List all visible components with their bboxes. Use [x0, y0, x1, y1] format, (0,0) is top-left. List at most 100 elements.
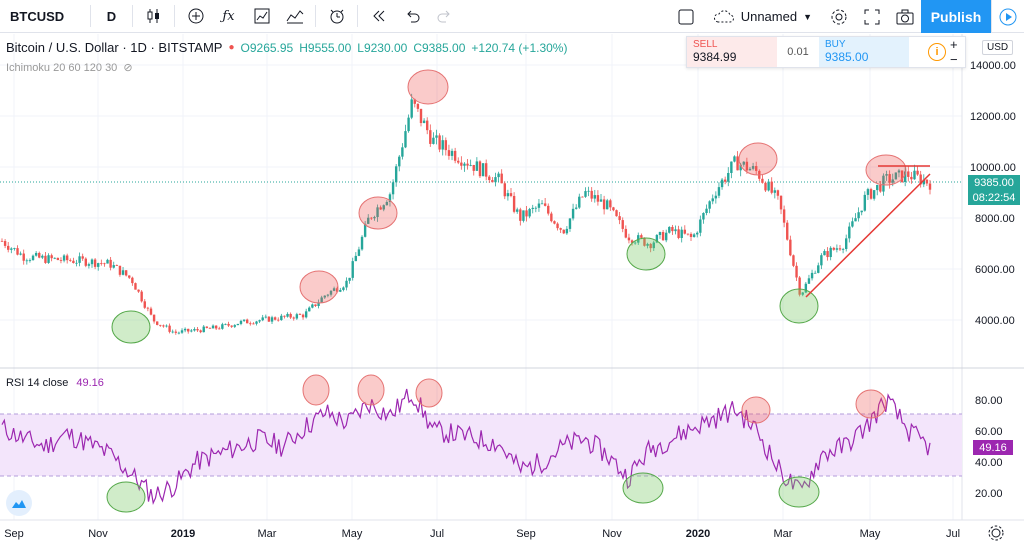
eye-off-icon[interactable]: ⊘: [123, 62, 133, 74]
ellipse-red[interactable]: [302, 374, 330, 406]
candle-body: [62, 255, 66, 261]
candle-body: [311, 304, 314, 308]
buy-button[interactable]: BUY 9385.00: [819, 37, 909, 67]
candle-body: [519, 209, 522, 221]
ellipse-green[interactable]: [106, 481, 146, 513]
candle-body: [531, 207, 534, 210]
candle-body: [646, 243, 649, 246]
chevron-down-icon: ▼: [803, 11, 812, 22]
candle-body: [367, 217, 370, 224]
candle-body: [556, 223, 559, 229]
ellipse-green[interactable]: [111, 310, 151, 344]
tradingview-logo-icon[interactable]: [6, 490, 32, 516]
candle-body: [339, 289, 342, 292]
price-chart[interactable]: 14000.00 12000.00 10000.00 8000.00 6000.…: [0, 34, 1024, 546]
ellipse-red[interactable]: [865, 154, 907, 186]
symbol-search[interactable]: BTCUSD: [10, 8, 65, 24]
candle-body: [230, 325, 233, 327]
candles-icon[interactable]: [137, 0, 170, 33]
templates-icon[interactable]: [245, 0, 278, 33]
ellipse-red[interactable]: [357, 374, 385, 406]
candle-body: [78, 256, 81, 263]
minus-icon[interactable]: −: [950, 52, 958, 67]
cloud-icon: [713, 9, 734, 22]
last-price-tag: 9385.00: [968, 175, 1020, 190]
candle-body: [152, 314, 156, 322]
fullscreen-layout-icon[interactable]: [670, 0, 703, 33]
rsi-legend[interactable]: RSI 14 close 49.16: [6, 377, 104, 389]
layout-name[interactable]: Unnamed ▼: [703, 9, 822, 25]
candle-body: [817, 265, 820, 273]
undo-icon[interactable]: [395, 0, 428, 33]
play-icon[interactable]: [991, 0, 1024, 33]
annotations[interactable]: [106, 69, 931, 513]
ellipse-red[interactable]: [741, 396, 771, 424]
candle-body: [677, 229, 680, 238]
candle-body: [612, 207, 615, 211]
price-tick: 14000.00: [970, 60, 1016, 72]
candle-body: [928, 183, 932, 190]
plus-icon[interactable]: +: [950, 37, 958, 52]
info-icon[interactable]: i: [928, 43, 946, 61]
ellipse-red[interactable]: [407, 69, 449, 105]
price-axis[interactable]: 14000.00 12000.00 10000.00 8000.00 6000.…: [970, 60, 1016, 500]
ellipse-green[interactable]: [779, 288, 819, 324]
replay-icon[interactable]: [362, 0, 395, 33]
candle-body: [31, 255, 35, 261]
function-icon[interactable]: ƒx: [222, 8, 235, 24]
add-indicator-icon[interactable]: [179, 0, 212, 33]
candle-body: [81, 256, 84, 259]
candle-body: [75, 262, 78, 264]
redo-icon[interactable]: [428, 0, 461, 33]
candle-body: [277, 319, 280, 321]
trendline[interactable]: [805, 173, 931, 298]
candle-body: [426, 120, 429, 131]
rsi-tick: 40.00: [975, 457, 1003, 469]
ellipse-red[interactable]: [738, 142, 778, 176]
time-axis[interactable]: Sep Nov 2019 Mar May Jul Sep Nov 2020 Ma…: [4, 528, 960, 540]
candle-body: [540, 203, 544, 205]
sell-button[interactable]: SELL 9384.99: [687, 37, 777, 67]
candle-body: [304, 311, 308, 318]
gear-icon[interactable]: [822, 0, 855, 33]
ellipse-green[interactable]: [622, 472, 664, 504]
compare-icon[interactable]: [278, 0, 311, 33]
candle-body: [838, 248, 842, 250]
indicator-legend[interactable]: Ichimoku 20 60 120 30 ⊘: [6, 61, 133, 75]
candle-body: [205, 326, 209, 328]
publish-button[interactable]: Publish: [921, 0, 991, 33]
interval-button[interactable]: D: [106, 8, 117, 24]
candle-body: [872, 190, 876, 199]
candle-body: [22, 253, 25, 261]
alert-icon[interactable]: [320, 0, 353, 33]
candle-body: [460, 162, 463, 166]
candle-body: [137, 289, 140, 292]
price-tick: 4000.00: [975, 315, 1015, 327]
ellipse-red[interactable]: [299, 270, 339, 304]
fullscreen-icon[interactable]: [855, 0, 888, 33]
candle-body: [410, 99, 413, 118]
candle-body: [385, 201, 389, 206]
candle-body: [866, 189, 870, 195]
camera-icon[interactable]: [888, 0, 921, 33]
candle-body: [255, 321, 258, 324]
candle-body: [624, 228, 628, 238]
candle-body: [761, 178, 764, 183]
trade-extras: i: [909, 37, 965, 67]
symbol-title[interactable]: Bitcoin / U.S. Dollar · 1D · BITSTAMP: [6, 40, 223, 55]
currency-badge[interactable]: USD: [982, 40, 1014, 55]
divider: [315, 5, 316, 27]
ellipse-red[interactable]: [358, 196, 398, 230]
candle-body: [174, 331, 178, 333]
ellipse-green[interactable]: [778, 476, 820, 508]
candle-body: [159, 324, 162, 326]
candle-body: [593, 195, 597, 199]
ellipse-red[interactable]: [415, 378, 443, 408]
candle-body: [450, 150, 454, 156]
candle-body: [242, 319, 246, 321]
candle-body: [786, 222, 789, 240]
gear-icon[interactable]: [988, 525, 1004, 541]
ellipse-green[interactable]: [626, 237, 666, 271]
candle-body: [897, 170, 901, 173]
ellipse-red[interactable]: [855, 389, 887, 419]
